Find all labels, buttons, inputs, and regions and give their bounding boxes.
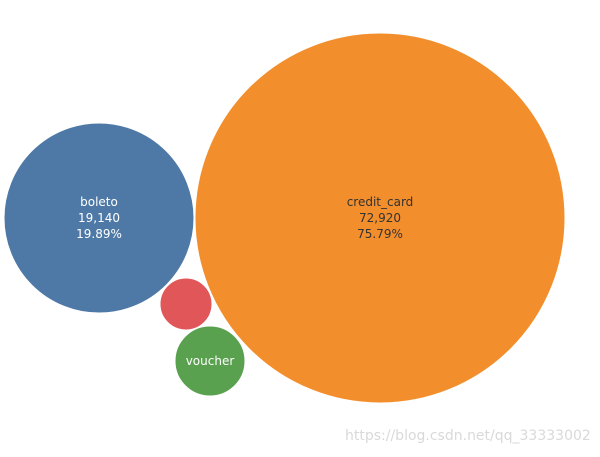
bubble-category-label-boleto: boleto bbox=[80, 195, 118, 209]
bubble-percent-label-boleto: 19.89% bbox=[76, 227, 122, 241]
bubble-value-label-boleto: 19,140 bbox=[78, 211, 120, 225]
bubble-category-label-credit-card: credit_card bbox=[347, 195, 414, 209]
watermark-text: https://blog.csdn.net/qq_33333002 bbox=[345, 428, 591, 444]
bubble-credit-card[interactable] bbox=[194, 32, 566, 404]
bubble-value-label-credit-card: 72,920 bbox=[359, 211, 401, 225]
bubble-unlabeled[interactable] bbox=[159, 277, 213, 331]
bubble-boleto[interactable] bbox=[3, 122, 195, 314]
bubble-voucher[interactable] bbox=[174, 325, 246, 397]
bubble-category-label-voucher: voucher bbox=[186, 354, 235, 368]
bubble-percent-label-credit-card: 75.79% bbox=[357, 227, 403, 241]
